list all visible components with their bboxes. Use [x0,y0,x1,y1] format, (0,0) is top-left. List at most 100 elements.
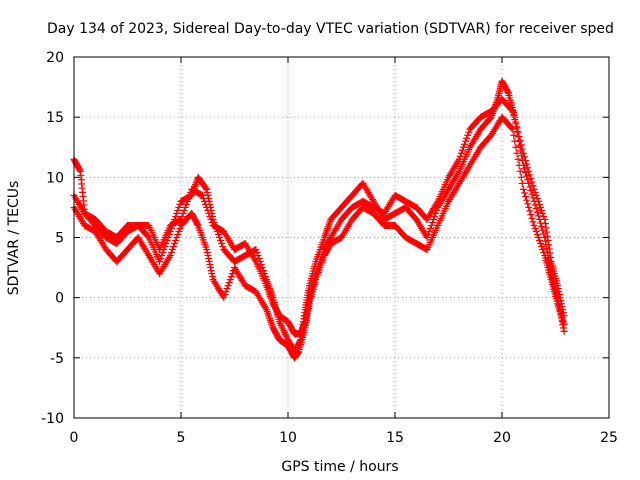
data-point [534,212,542,220]
data-point [531,224,539,232]
data-point [176,216,184,224]
y-tick-label: 0 [55,291,64,307]
data-point [254,252,262,260]
x-tick-label: 0 [70,430,79,446]
data-point [560,320,568,328]
data-point [184,194,192,202]
data-point [425,227,433,235]
data-point [527,211,535,219]
data-point [517,173,525,181]
data-point [464,131,472,139]
y-tick-label: 15 [46,110,64,126]
data-point [514,128,522,136]
data-point [167,249,175,257]
data-point [455,155,463,163]
data-point [198,191,206,199]
data-point [457,149,465,157]
data-point [226,276,234,284]
data-point [554,285,562,293]
data-point [203,203,211,211]
series-track-b [70,113,568,362]
data-point [543,228,551,236]
data-point [523,160,531,168]
data-point [170,243,178,251]
data-point [463,134,471,142]
data-point [197,191,205,199]
data-point [526,207,534,215]
data-point [172,212,180,220]
data-point [542,224,550,232]
data-point [177,215,185,223]
data-point [525,203,533,211]
data-point [206,212,214,220]
data-point [458,146,466,154]
data-point [255,255,263,263]
data-point [529,218,537,226]
data-point [557,300,565,308]
data-point [174,206,182,214]
data-point [525,167,533,175]
data-point [534,234,542,241]
data-point [514,155,522,163]
y-tick-label: -5 [50,351,64,367]
data-point [528,214,536,222]
data-point [515,161,523,169]
data-point [208,270,216,278]
data-point [555,288,563,296]
data-point [545,245,553,253]
data-point [547,253,555,261]
data-point [326,235,334,243]
data-point [222,288,230,296]
data-point [183,197,191,205]
data-point [558,303,566,311]
data-point [461,140,469,148]
series-track-c [70,95,568,338]
data-point [527,175,535,183]
data-point [201,197,209,205]
data-point [456,152,464,160]
data-point [186,191,194,199]
data-point [524,176,532,184]
data-point [518,179,526,187]
data-point [530,221,538,229]
data-point [526,183,534,191]
data-point [179,209,187,217]
data-point [174,230,182,238]
data-point [206,261,214,269]
data-series [70,77,568,362]
data-point [459,143,467,151]
data-point [156,258,164,266]
data-point [207,215,215,223]
y-tick-label: 10 [46,170,64,186]
data-point [533,208,541,216]
data-point [538,206,546,214]
data-point [181,203,189,211]
x-tick-label: 20 [493,430,511,446]
data-point [176,200,184,208]
data-point [504,88,512,96]
data-point [535,200,543,208]
data-point [217,237,225,245]
data-point [224,282,232,290]
data-point [512,120,520,128]
x-tick-label: 10 [279,430,297,446]
data-point [207,264,215,272]
data-point [539,209,547,217]
data-point [515,132,523,140]
data-point [531,188,539,196]
data-point [512,143,520,151]
data-point [556,291,564,299]
data-point [556,294,564,302]
data-point [532,205,540,213]
data-point [203,188,211,196]
data-point [208,273,216,281]
data-point [258,264,266,272]
data-point [462,137,470,145]
data-point [203,249,211,257]
data-point [545,241,553,249]
data-point [205,255,213,263]
data-point [510,131,518,139]
data-point [531,201,539,209]
data-point [534,197,542,205]
data-point [431,212,439,220]
